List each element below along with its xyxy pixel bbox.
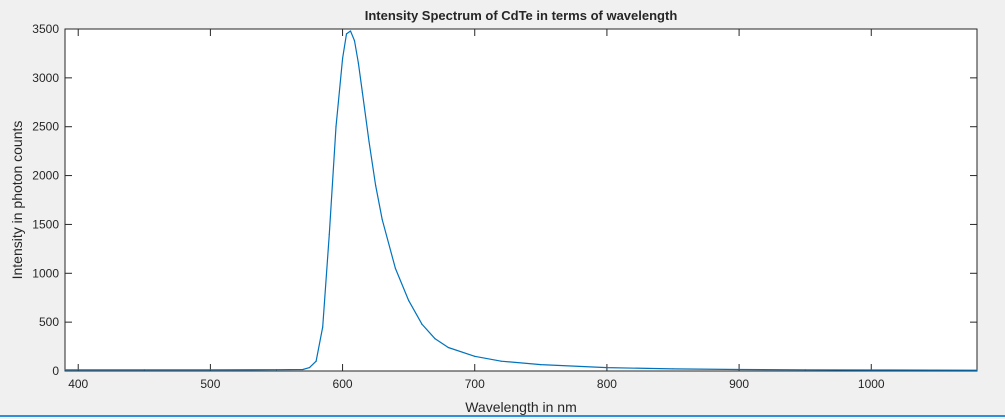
plot-area xyxy=(64,28,978,372)
data-point xyxy=(375,184,377,186)
data-point xyxy=(335,126,337,128)
data-point xyxy=(315,360,317,362)
data-point xyxy=(672,368,674,370)
data-point xyxy=(209,369,211,371)
data-point xyxy=(275,369,278,371)
x-axis-ticks: 400 500 600 700 800 900 1000 xyxy=(68,29,885,391)
x-tick-label: 800 xyxy=(597,377,617,391)
data-point xyxy=(474,355,476,357)
y-tick-label: 500 xyxy=(39,315,59,329)
y-axis-label: Intensity in photon counts xyxy=(9,121,25,280)
y-tick-label: 2000 xyxy=(32,169,59,183)
y-tick-label: 0 xyxy=(52,364,59,378)
x-tick-label: 700 xyxy=(465,377,485,391)
data-point xyxy=(143,369,145,371)
data-point xyxy=(738,368,740,371)
data-point xyxy=(804,369,806,371)
data-point xyxy=(447,346,449,349)
series-layer xyxy=(64,30,978,371)
data-point xyxy=(394,267,397,269)
data-point xyxy=(357,62,360,64)
y-tick-label: 1000 xyxy=(32,266,59,280)
data-point xyxy=(500,360,502,362)
x-tick-label: 500 xyxy=(200,377,220,391)
y-tick-label: 3500 xyxy=(32,22,59,36)
y-axis-ticks: 0 500 1000 1500 2000 2500 3000 3500 xyxy=(32,22,977,378)
x-tick-label: 400 xyxy=(68,377,88,391)
window-bottom-border xyxy=(0,415,1005,417)
data-point xyxy=(606,366,608,369)
data-point xyxy=(381,218,383,221)
x-axis-label: Wavelength in nm xyxy=(465,399,577,415)
data-point xyxy=(349,30,352,32)
data-point xyxy=(408,300,410,302)
y-tick-label: 1500 xyxy=(32,217,59,231)
data-point xyxy=(421,323,423,325)
data-point xyxy=(353,40,356,42)
data-point xyxy=(345,33,348,35)
data-point xyxy=(64,369,66,371)
data-point xyxy=(976,369,978,371)
x-tick-label: 900 xyxy=(729,377,749,391)
data-point xyxy=(328,233,330,235)
data-point xyxy=(434,338,436,340)
y-tick-label: 2500 xyxy=(32,120,59,134)
data-point xyxy=(361,91,363,94)
y-tick-label: 3000 xyxy=(32,71,59,85)
chart-title: Intensity Spectrum of CdTe in terms of w… xyxy=(365,8,678,23)
data-point xyxy=(308,366,311,369)
x-tick-label: 600 xyxy=(333,377,353,391)
data-point xyxy=(870,369,872,371)
data-point xyxy=(341,57,344,59)
data-point xyxy=(302,368,304,371)
x-tick-label: 1000 xyxy=(858,377,885,391)
data-point xyxy=(322,326,324,328)
data-point xyxy=(368,140,370,142)
data-point xyxy=(540,364,542,366)
